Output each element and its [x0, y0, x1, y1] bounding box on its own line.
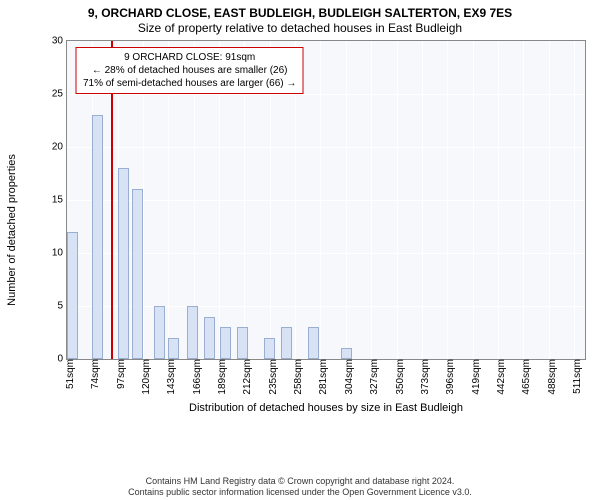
gridline-v	[397, 41, 398, 359]
x-tick-label: 120sqm	[139, 359, 152, 395]
x-tick-label: 396sqm	[443, 359, 456, 395]
y-tick-label: 30	[52, 36, 67, 47]
footer-line-2: Contains public sector information licen…	[0, 487, 600, 498]
x-tick-label: 373sqm	[418, 359, 431, 395]
x-tick-label: 281sqm	[316, 359, 329, 395]
x-tick-label: 304sqm	[342, 359, 355, 395]
gridline-h	[67, 147, 585, 148]
y-tick-label: 5	[57, 301, 67, 312]
x-tick-label: 488sqm	[545, 359, 558, 395]
x-axis-label: Distribution of detached houses by size …	[66, 402, 586, 414]
x-tick-label: 350sqm	[393, 359, 406, 395]
x-tick-label: 212sqm	[240, 359, 253, 395]
chart-title-block: 9, ORCHARD CLOSE, EAST BUDLEIGH, BUDLEIG…	[0, 0, 600, 35]
gridline-v	[473, 41, 474, 359]
gridline-h	[67, 94, 585, 95]
x-tick-label: 97sqm	[114, 359, 127, 389]
x-tick-label: 189sqm	[215, 359, 228, 395]
x-tick-label: 74sqm	[88, 359, 101, 389]
histogram-bar	[220, 327, 231, 359]
footer-line-1: Contains HM Land Registry data © Crown c…	[0, 476, 600, 487]
x-tick-label: 327sqm	[367, 359, 380, 395]
x-tick-label: 442sqm	[494, 359, 507, 395]
gridline-v	[371, 41, 372, 359]
histogram-bar	[168, 338, 179, 359]
gridline-v	[447, 41, 448, 359]
y-tick-label: 15	[52, 195, 67, 206]
title-address: 9, ORCHARD CLOSE, EAST BUDLEIGH, BUDLEIG…	[0, 6, 600, 20]
title-subtitle: Size of property relative to detached ho…	[0, 21, 600, 35]
histogram-bar	[132, 189, 143, 359]
gridline-h	[67, 253, 585, 254]
histogram-bar	[92, 115, 103, 359]
gridline-v	[498, 41, 499, 359]
gridline-v	[422, 41, 423, 359]
histogram-bar	[281, 327, 292, 359]
histogram-bar	[237, 327, 248, 359]
y-axis-label: Number of detached properties	[6, 154, 18, 306]
info-line-property: 9 ORCHARD CLOSE: 91sqm	[83, 51, 296, 64]
histogram-bar	[204, 317, 215, 359]
gridline-v	[320, 41, 321, 359]
x-tick-label: 166sqm	[190, 359, 203, 395]
plot-area: 05101520253051sqm74sqm97sqm120sqm143sqm1…	[66, 40, 586, 360]
x-tick-label: 419sqm	[469, 359, 482, 395]
histogram-bar	[187, 306, 198, 359]
info-line-larger: 71% of semi-detached houses are larger (…	[83, 77, 296, 90]
gridline-v	[346, 41, 347, 359]
footer-attribution: Contains HM Land Registry data © Crown c…	[0, 476, 600, 499]
x-tick-label: 258sqm	[291, 359, 304, 395]
chart-container: Number of detached properties 0510152025…	[36, 40, 586, 420]
gridline-v	[523, 41, 524, 359]
histogram-bar	[341, 348, 352, 359]
gridline-v	[574, 41, 575, 359]
x-tick-label: 143sqm	[164, 359, 177, 395]
histogram-bar	[308, 327, 319, 359]
marker-info-box: 9 ORCHARD CLOSE: 91sqm ← 28% of detached…	[76, 47, 303, 94]
x-tick-label: 51sqm	[63, 359, 76, 389]
gridline-v	[549, 41, 550, 359]
histogram-bar	[67, 232, 78, 359]
gridline-h	[67, 200, 585, 201]
x-tick-label: 465sqm	[519, 359, 532, 395]
gridline-h	[67, 306, 585, 307]
y-tick-label: 10	[52, 248, 67, 259]
histogram-bar	[154, 306, 165, 359]
histogram-bar	[264, 338, 275, 359]
y-tick-label: 20	[52, 142, 67, 153]
y-tick-label: 25	[52, 89, 67, 100]
x-tick-label: 235sqm	[266, 359, 279, 395]
info-line-smaller: ← 28% of detached houses are smaller (26…	[83, 64, 296, 77]
x-tick-label: 511sqm	[570, 359, 583, 394]
histogram-bar	[118, 168, 129, 359]
